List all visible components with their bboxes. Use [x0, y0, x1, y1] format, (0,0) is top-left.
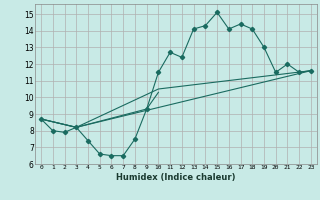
X-axis label: Humidex (Indice chaleur): Humidex (Indice chaleur)	[116, 173, 236, 182]
